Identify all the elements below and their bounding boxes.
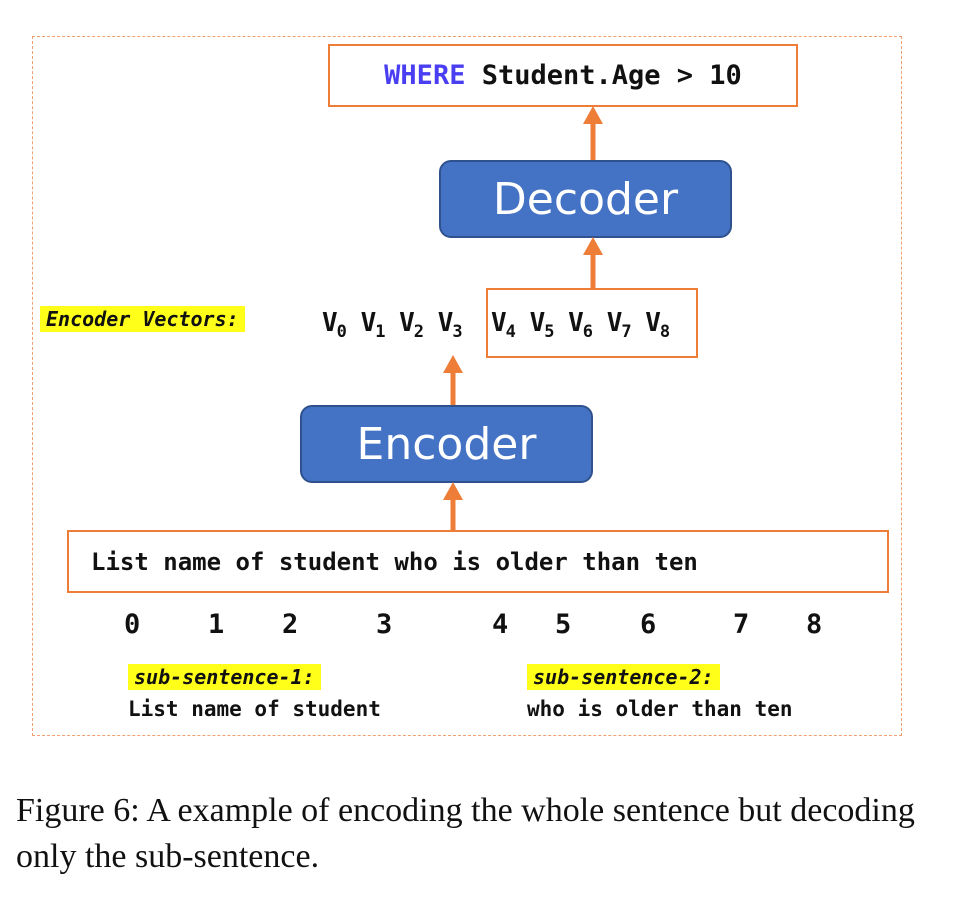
arrow-encoder-to-vectors [443,355,463,407]
encoder-vectors-label: Encoder Vectors: [40,306,245,332]
sub-sentence-2-label: sub-sentence-2: [527,664,720,690]
arrow-vectors-to-decoder [583,237,603,289]
input-sentence-box: List name of student who is older than t… [67,530,889,593]
vector-v7: V7 [606,308,632,342]
sql-condition: Student.Age > 10 [481,60,742,91]
input-sentence: List name of student who is older than t… [91,547,698,576]
token-index-7: 7 [733,609,750,640]
encoder-label: Encoder [356,418,537,470]
vector-v6: V6 [568,308,593,342]
token-index-0: 0 [124,609,141,640]
encoder-vectors-group-2: V4 V5 V6 V7 V8 [491,308,670,342]
vector-v2: V2 [399,308,424,342]
token-index-4: 4 [492,609,509,640]
figure-caption: Figure 6: A example of encoding the whol… [16,792,915,875]
arrow-input-to-encoder [443,482,463,532]
sub-sentence-vectors-box [486,288,698,358]
vector-v3: V3 [437,308,463,342]
sql-keyword: WHERE [384,60,466,91]
vector-v0: V0 [322,308,347,342]
arrow-decoder-to-output [583,106,603,162]
token-index-2: 2 [282,609,299,640]
vector-v1: V1 [360,308,386,342]
decoder-label: Decoder [492,173,679,225]
vector-v8: V8 [645,308,670,342]
output-query-box: WHERE Student.Age > 10 [328,44,798,107]
sub-sentence-1-label: sub-sentence-1: [128,664,321,690]
token-index-1: 1 [208,609,225,640]
token-index-6: 6 [640,609,657,640]
diagram-frame [32,36,902,736]
vector-v5: V5 [529,308,555,342]
token-index-8: 8 [806,609,823,640]
decoder-block: Decoder [439,160,732,238]
encoder-vectors-group-1: V0 V1 V2 V3 [322,308,463,342]
token-index-5: 5 [555,609,572,640]
sub-sentence-1-text: List name of student [128,697,381,721]
token-index-3: 3 [376,609,393,640]
encoder-block: Encoder [300,405,593,483]
vector-v4: V4 [491,308,516,342]
sub-sentence-2-text: who is older than ten [527,697,793,721]
